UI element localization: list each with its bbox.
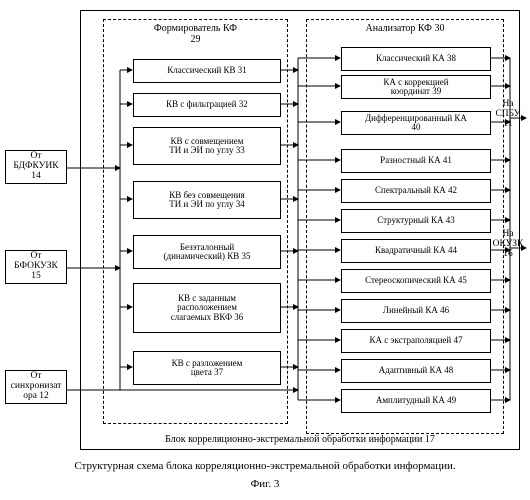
ext-sync-l2: синхронизат [11,381,62,391]
caption: Структурная схема блока корреляционно-эк… [0,460,530,472]
ext-sync: От синхронизат ора 12 [5,370,67,404]
ext-sync-l1: От [30,371,41,381]
right-box-46: Линейный КА 46 [341,299,491,323]
right-box-48: Адаптивный КА 48 [341,359,491,383]
ext-spbu-l1: На [502,99,513,109]
ext-okuzk-num: 16 [503,249,513,259]
left-box-33: КВ с совмещениемТИ и ЭИ по углу 33 [133,127,281,165]
outer-block: Блок корреляционно-экстремальной обработ… [80,10,520,450]
figure-label: Фиг. 3 [0,478,530,490]
right-box-49: Амплитудный КА 49 [341,389,491,413]
ext-okuzk: На ОКУЗК 16 [488,230,528,260]
ext-okuzk-l2: ОКУЗК [493,239,524,249]
right-box-41: Разностный КА 41 [341,149,491,173]
ext-spbu-l2: СПБУ [495,109,520,119]
ext-bfo: От БФОКУЗК 15 [5,250,67,284]
ext-bfo-l1: От [30,251,41,261]
right-box-43: Структурный КА 43 [341,209,491,233]
outer-block-label: Блок корреляционно-экстремальной обработ… [81,434,519,445]
left-box-31: Классический КВ 31 [133,59,281,83]
ext-bdf-num: 14 [31,171,41,181]
left-box-37: КВ с разложениемцвета 37 [133,351,281,385]
right-box-42: Спектральный КА 42 [341,179,491,203]
group-analyzer-title: Анализатор КФ 30 [307,20,503,36]
right-box-47: КА с экстраполяцией 47 [341,329,491,353]
ext-bfo-num: 15 [31,271,41,281]
right-box-44: Квадратичный КА 44 [341,239,491,263]
right-box-45: Стереоскопический КА 45 [341,269,491,293]
ext-sync-l3: ора 12 [23,391,49,401]
left-box-32: КВ с фильтрацией 32 [133,93,281,117]
group-former-title: Формирователь КФ29 [104,20,287,47]
right-box-40: Дифференцированный КА40 [341,111,491,135]
left-box-35: Безэталонный(динамический) КВ 35 [133,235,281,269]
ext-bdf-l1: От [30,151,41,161]
ext-bdf: От БДФКУИК 14 [5,150,67,184]
right-box-39: КА с коррекциейкоординат 39 [341,75,491,99]
ext-spbu-num: 11 [503,119,512,129]
ext-spbu: На СПБУ 11 [488,100,528,130]
left-box-36: КВ с заданнымрасположениемслагаемых ВКФ … [133,283,281,333]
ext-bdf-l2: БДФКУИК [13,161,58,171]
right-box-38: Классический КА 38 [341,47,491,71]
ext-bfo-l2: БФОКУЗК [14,261,58,271]
ext-okuzk-l1: На [502,229,513,239]
left-box-34: КВ без совмещенияТИ и ЭИ по углу 34 [133,181,281,219]
